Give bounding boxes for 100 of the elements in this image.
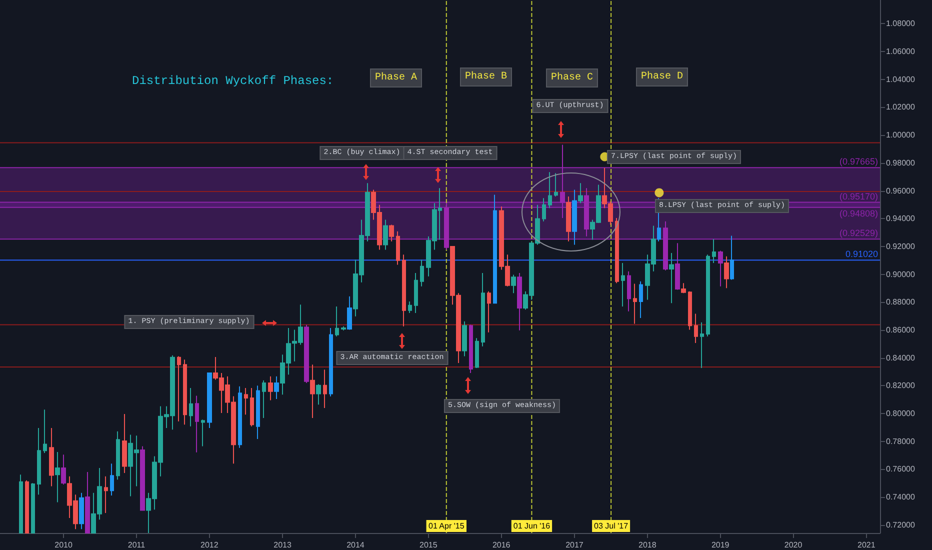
candlestick [548, 172, 552, 209]
candlestick [183, 359, 187, 426]
candlestick [274, 376, 279, 400]
candlestick [201, 419, 205, 447]
candlestick [469, 324, 473, 374]
candlestick [250, 388, 254, 427]
x-tick-label: 2013 [274, 540, 292, 550]
candlestick [310, 364, 315, 418]
candlestick [85, 472, 90, 534]
y-tick-label: 0.74000 [886, 492, 916, 502]
candlestick [572, 189, 577, 246]
candlestick [633, 283, 637, 324]
candlestick [700, 322, 704, 369]
candlestick [25, 480, 29, 534]
y-tick-label: 0.94000 [886, 214, 916, 224]
candlestick [688, 290, 692, 330]
ref-line-label: 0.91020 [845, 249, 878, 260]
ref-line-label: (0.95170) [839, 191, 878, 202]
ref-line-label: (0.92529) [839, 228, 878, 238]
candlestick [517, 272, 522, 331]
y-tick-label: 1.06000 [886, 47, 916, 56]
candlestick [207, 372, 212, 429]
y-tick-label: 0.82000 [886, 381, 916, 390]
candlestick [621, 262, 625, 307]
candlestick [542, 198, 546, 222]
candlestick [444, 202, 449, 250]
candlestick [110, 463, 114, 496]
x-tick-label: 2019 [711, 540, 730, 550]
y-tick-label: 1.02000 [886, 102, 916, 112]
y-tick-label: 0.78000 [886, 436, 916, 446]
candlestick [79, 492, 84, 530]
y-tick-label: 0.76000 [886, 464, 916, 474]
annotation: Phase A [370, 68, 422, 88]
y-tick-label: 1.00000 [886, 130, 916, 140]
x-tick-label: 2015 [420, 540, 438, 550]
candlestick [19, 474, 23, 534]
candlestick [323, 369, 327, 408]
candlestick [31, 482, 35, 534]
candlestick [493, 194, 497, 304]
candlestick [347, 296, 352, 330]
ref-line-label: (0.94808) [839, 208, 878, 218]
candlestick [475, 338, 479, 369]
candlestick [262, 380, 266, 418]
candlestick [396, 230, 400, 266]
candlestick [329, 328, 333, 397]
ref-line-label: 03 Jul '17 [594, 522, 629, 530]
candlestick [675, 242, 680, 290]
y-tick-label: 0.84000 [886, 353, 916, 362]
candlestick [462, 320, 467, 357]
x-tick-label: 2012 [200, 540, 219, 550]
candlestick [104, 476, 108, 514]
ref-line-label: 01 Jun '16 [513, 522, 551, 530]
candlestick [584, 188, 589, 237]
candlestick [566, 196, 571, 242]
candlestick [122, 413, 127, 474]
candlestick [61, 454, 66, 486]
y-tick-label: 0.80000 [886, 409, 916, 418]
ref-line-label: (0.97665) [839, 156, 878, 167]
candlestick [554, 172, 558, 197]
candlestick [578, 182, 583, 204]
candlestick [335, 306, 339, 337]
annotation: Phase B [460, 68, 512, 86]
candlestick [615, 218, 619, 284]
candlestick [383, 219, 388, 250]
candlestick [238, 386, 242, 448]
candlestick [627, 270, 631, 312]
candlestick [304, 324, 309, 384]
candlestick [724, 256, 729, 289]
x-tick-label: 2010 [54, 540, 73, 550]
candlestick [268, 376, 273, 401]
candlestick [681, 282, 686, 294]
candlestick [244, 388, 248, 416]
y-tick-label: 0.98000 [886, 158, 916, 168]
candlestick [43, 409, 47, 454]
y-tick-label: 0.88000 [886, 298, 916, 307]
candlestick [189, 388, 193, 427]
candlestick [706, 254, 710, 337]
candlestick [256, 385, 260, 440]
y-tick-label: 0.96000 [886, 186, 916, 196]
y-tick-label: 0.72000 [886, 520, 916, 530]
candlestick [560, 144, 565, 219]
y-tick-label: 1.04000 [886, 74, 916, 84]
x-tick-label: 2014 [346, 540, 365, 550]
candlestick [55, 451, 60, 503]
candlestick [639, 280, 643, 319]
candlestick [408, 300, 412, 314]
candlestick [730, 235, 734, 280]
x-tick-label: 2011 [128, 540, 146, 550]
candlestick [389, 224, 394, 242]
candlestick [511, 274, 516, 294]
candlestick [420, 259, 424, 287]
candlestick [195, 395, 199, 453]
candlestick [487, 290, 491, 333]
annotation: Phase D [636, 68, 688, 86]
y-tick-label: 0.92000 [886, 242, 916, 251]
y-tick-label: 0.90000 [886, 270, 916, 279]
x-tick-label: 2021 [858, 540, 876, 550]
candlestick [49, 428, 54, 487]
candlestick [669, 252, 674, 304]
candlestick [341, 326, 346, 331]
